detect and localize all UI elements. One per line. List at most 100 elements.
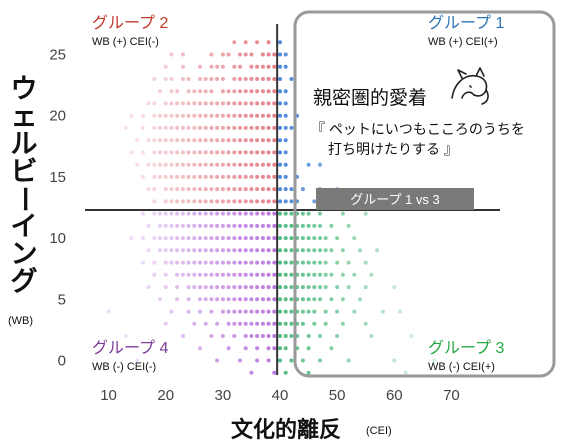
data-point [135,358,140,363]
data-point [243,199,248,204]
data-point [243,309,248,314]
data-point [283,285,288,290]
data-point [146,285,151,290]
data-point [203,187,208,192]
data-point [186,187,191,192]
data-point [249,64,254,69]
data-point [272,138,277,143]
data-point [192,236,197,241]
data-point [260,113,265,118]
data-point [283,321,288,326]
data-point [266,236,271,241]
data-point [283,248,288,253]
data-point [226,125,231,130]
group-1-label: グループ 1 [428,14,504,32]
data-point [283,101,288,106]
data-point [226,199,231,204]
data-point [226,162,231,167]
data-point [283,113,288,118]
data-point [278,260,282,265]
data-point [186,248,191,253]
data-point [152,211,157,216]
data-point [283,138,288,143]
data-point [209,199,214,204]
data-point [140,113,145,118]
data-point [152,101,157,106]
data-point [243,40,248,45]
data-point [318,358,322,363]
data-point [186,260,191,265]
data-point [306,236,311,241]
data-point [300,272,305,277]
y-tick-label: 25 [49,46,66,63]
data-point [278,297,282,302]
data-point [260,297,265,302]
data-point [209,223,214,228]
data-point [203,285,208,290]
data-point [289,260,294,265]
data-point [300,211,305,216]
data-point [186,309,191,314]
data-point [266,297,271,302]
data-point [152,272,157,277]
x-tick-label: 10 [100,387,117,404]
data-point [198,101,202,106]
data-point [266,260,271,265]
data-point [140,211,145,216]
data-point [180,162,185,167]
data-point [203,272,208,277]
data-point [198,309,202,314]
data-point [260,162,265,167]
data-point [180,334,185,338]
data-point [175,223,180,228]
data-point [186,150,191,155]
data-point [198,223,202,228]
data-point [152,113,157,118]
data-point [289,285,294,290]
data-point [226,260,231,265]
data-point [278,236,282,241]
data-point [226,285,231,290]
data-point [255,150,260,155]
data-point [163,272,168,277]
data-point [266,334,271,338]
data-point [312,248,317,253]
data-point [238,248,242,253]
data-point [203,162,208,167]
data-point [300,236,305,241]
data-point [152,138,157,143]
y-axis-label-char: イ [11,212,38,243]
data-point [272,272,277,277]
data-point [278,101,282,106]
data-point [163,113,168,118]
data-point [255,125,260,130]
y-axis-label-char: ン [11,239,38,270]
data-point [232,187,237,192]
data-point [203,297,208,302]
data-point [215,125,220,130]
data-point [180,101,185,106]
data-point [232,309,237,314]
data-point [215,248,220,253]
data-point [220,260,225,265]
data-point [198,162,202,167]
data-point [340,297,345,302]
x-tick-label: 60 [386,387,403,404]
data-point [363,260,368,265]
data-point [192,125,197,130]
data-point [266,101,271,106]
data-point [203,77,208,81]
data-point [192,101,197,106]
data-point [186,138,191,143]
data-point [283,370,288,375]
data-point [163,162,168,167]
data-point [135,162,140,167]
data-point [289,334,294,338]
data-point [220,174,225,179]
data-point [255,334,260,338]
data-point [180,260,185,265]
data-point [243,162,248,167]
data-point [306,223,311,228]
data-point [346,260,351,265]
data-point [158,89,162,94]
